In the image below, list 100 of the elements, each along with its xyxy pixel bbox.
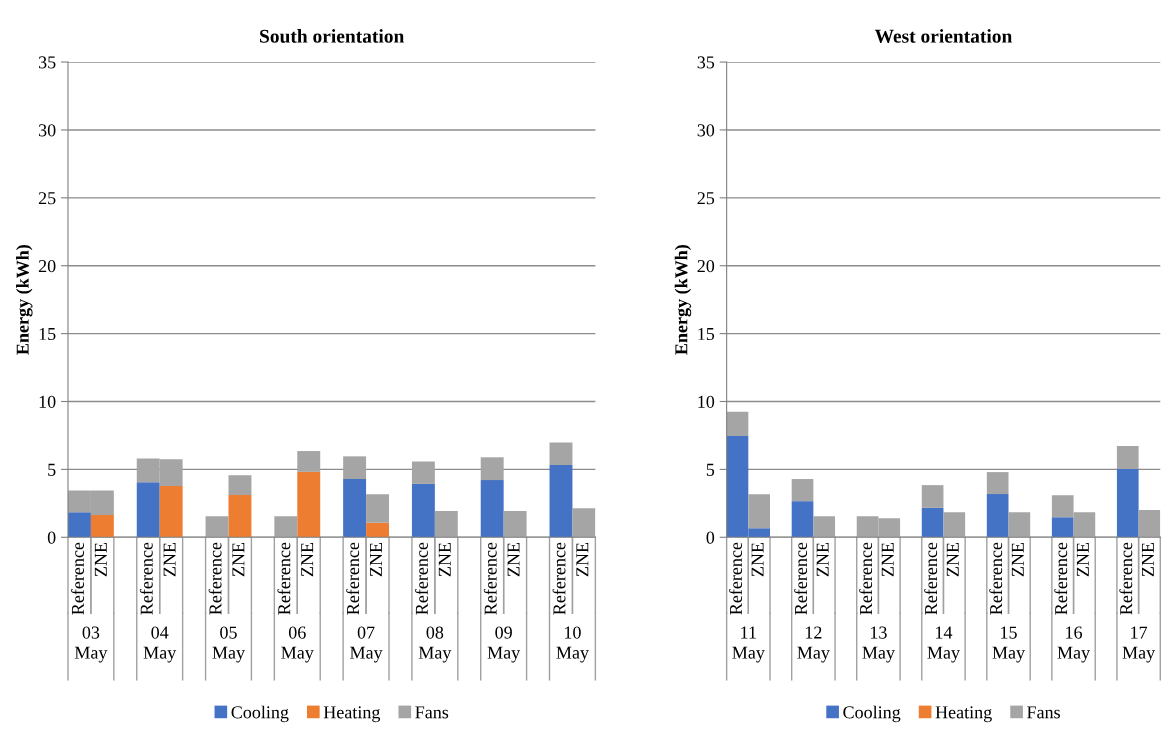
bar bbox=[297, 451, 321, 472]
x-tick-label: ZNE bbox=[438, 542, 451, 577]
bar bbox=[90, 514, 114, 538]
y-tick-label: 15 bbox=[698, 327, 715, 341]
text: 12 May bbox=[797, 626, 830, 663]
y-tick-label: 10 bbox=[39, 395, 56, 408]
x-tick-label: Reference bbox=[139, 542, 153, 615]
x-tick-label: ZNE bbox=[1141, 542, 1154, 577]
bar bbox=[67, 512, 91, 538]
text: 06 May bbox=[281, 626, 314, 663]
text: 15 May bbox=[992, 626, 1025, 663]
x-tick-label: ZNE bbox=[94, 542, 107, 577]
text: 07 May bbox=[350, 626, 383, 663]
chart-title: South orientation bbox=[260, 29, 405, 43]
text: 03 May bbox=[74, 626, 108, 663]
x-tick-label: ZNE bbox=[507, 542, 520, 577]
x-tick-label: Reference bbox=[859, 542, 873, 615]
bar bbox=[549, 464, 573, 538]
y-tick-label: 10 bbox=[698, 395, 715, 408]
x-tick-label: Reference bbox=[71, 542, 84, 615]
y-tick-label: 20 bbox=[38, 259, 56, 273]
bar bbox=[205, 516, 229, 538]
bar bbox=[791, 479, 814, 502]
x-tick-label: Reference bbox=[1054, 542, 1068, 615]
chart-title: West orientation bbox=[874, 29, 1013, 43]
y-tick-label: 25 bbox=[38, 192, 56, 205]
x-tick-label: Reference bbox=[346, 542, 360, 615]
x-tick-label: ZNE bbox=[946, 542, 959, 577]
text: 09 May bbox=[487, 626, 521, 663]
legend-label: Fans bbox=[1027, 706, 1060, 719]
legend-label: Cooling bbox=[843, 705, 901, 723]
text: 14 May bbox=[927, 626, 960, 663]
y-tick-label: 25 bbox=[697, 192, 715, 205]
bar bbox=[726, 411, 749, 436]
x-tick-label: ZNE bbox=[370, 542, 382, 577]
bar bbox=[748, 494, 770, 529]
bar bbox=[549, 442, 573, 465]
bar bbox=[921, 507, 944, 538]
bar bbox=[136, 482, 160, 538]
y-tick-label: 0 bbox=[706, 531, 715, 544]
x-tick-label: ZNE bbox=[301, 542, 314, 577]
x-tick-label: Reference bbox=[1119, 542, 1133, 615]
x-tick-label: ZNE bbox=[816, 542, 829, 577]
bar bbox=[343, 479, 367, 538]
bar bbox=[1138, 510, 1161, 538]
bar bbox=[480, 457, 504, 481]
text: 08 May bbox=[418, 626, 452, 663]
y-axis-title: Energy (kWh) bbox=[16, 245, 33, 355]
x-tick-label: Reference bbox=[924, 542, 938, 615]
y-tick-label: 30 bbox=[38, 124, 56, 137]
bar bbox=[366, 522, 389, 538]
text: 10 May bbox=[556, 626, 589, 663]
bar bbox=[159, 485, 183, 538]
x-tick-label: ZNE bbox=[881, 542, 894, 577]
text: 16 May bbox=[1057, 626, 1091, 663]
bar bbox=[1116, 446, 1139, 470]
text: 13 May bbox=[862, 626, 895, 663]
x-tick-label: Reference bbox=[989, 542, 1003, 615]
bar bbox=[343, 456, 367, 480]
x-tick-label: Reference bbox=[794, 542, 808, 615]
x-tick-label: Reference bbox=[415, 542, 428, 615]
x-tick-label: Reference bbox=[277, 542, 291, 615]
y-tick-label: 5 bbox=[706, 463, 715, 476]
bar bbox=[986, 472, 1009, 495]
x-tick-label: ZNE bbox=[1076, 542, 1089, 577]
bar bbox=[1116, 469, 1139, 538]
legend-label: Heating bbox=[935, 706, 992, 723]
bar bbox=[228, 475, 252, 495]
bar bbox=[411, 483, 435, 538]
text: 05 May bbox=[212, 626, 245, 663]
text: 17 May bbox=[1122, 626, 1156, 663]
text: 04 May bbox=[143, 626, 177, 663]
bar bbox=[921, 485, 944, 508]
bar bbox=[297, 471, 321, 538]
legend-label: Fans bbox=[415, 706, 449, 719]
y-tick-label: 15 bbox=[39, 327, 56, 341]
bar bbox=[1051, 517, 1074, 538]
x-tick-label: Reference bbox=[483, 542, 497, 615]
y-tick-label: 30 bbox=[697, 124, 715, 137]
bar bbox=[791, 501, 814, 538]
x-tick-label: ZNE bbox=[751, 542, 764, 577]
y-tick-label: 0 bbox=[47, 531, 56, 544]
bar bbox=[411, 461, 435, 484]
x-tick-label: ZNE bbox=[232, 542, 245, 577]
y-axis-title: Energy (kWh) bbox=[674, 245, 692, 355]
x-tick-label: Reference bbox=[208, 542, 222, 615]
y-tick-label: 20 bbox=[697, 259, 715, 273]
y-tick-label: 35 bbox=[38, 56, 56, 69]
bar bbox=[228, 494, 252, 538]
x-tick-label: Reference bbox=[729, 542, 742, 615]
legend-label: Heating bbox=[323, 706, 381, 723]
y-tick-label: 35 bbox=[697, 56, 715, 69]
legend-label: Cooling bbox=[231, 705, 289, 723]
x-tick-label: ZNE bbox=[576, 542, 589, 577]
x-tick-label: ZNE bbox=[1011, 542, 1024, 577]
x-tick-label: Reference bbox=[552, 542, 566, 615]
bar bbox=[986, 494, 1009, 538]
y-tick-label: 5 bbox=[48, 463, 56, 476]
text: 11 May bbox=[732, 626, 765, 663]
x-tick-label: ZNE bbox=[163, 542, 176, 577]
